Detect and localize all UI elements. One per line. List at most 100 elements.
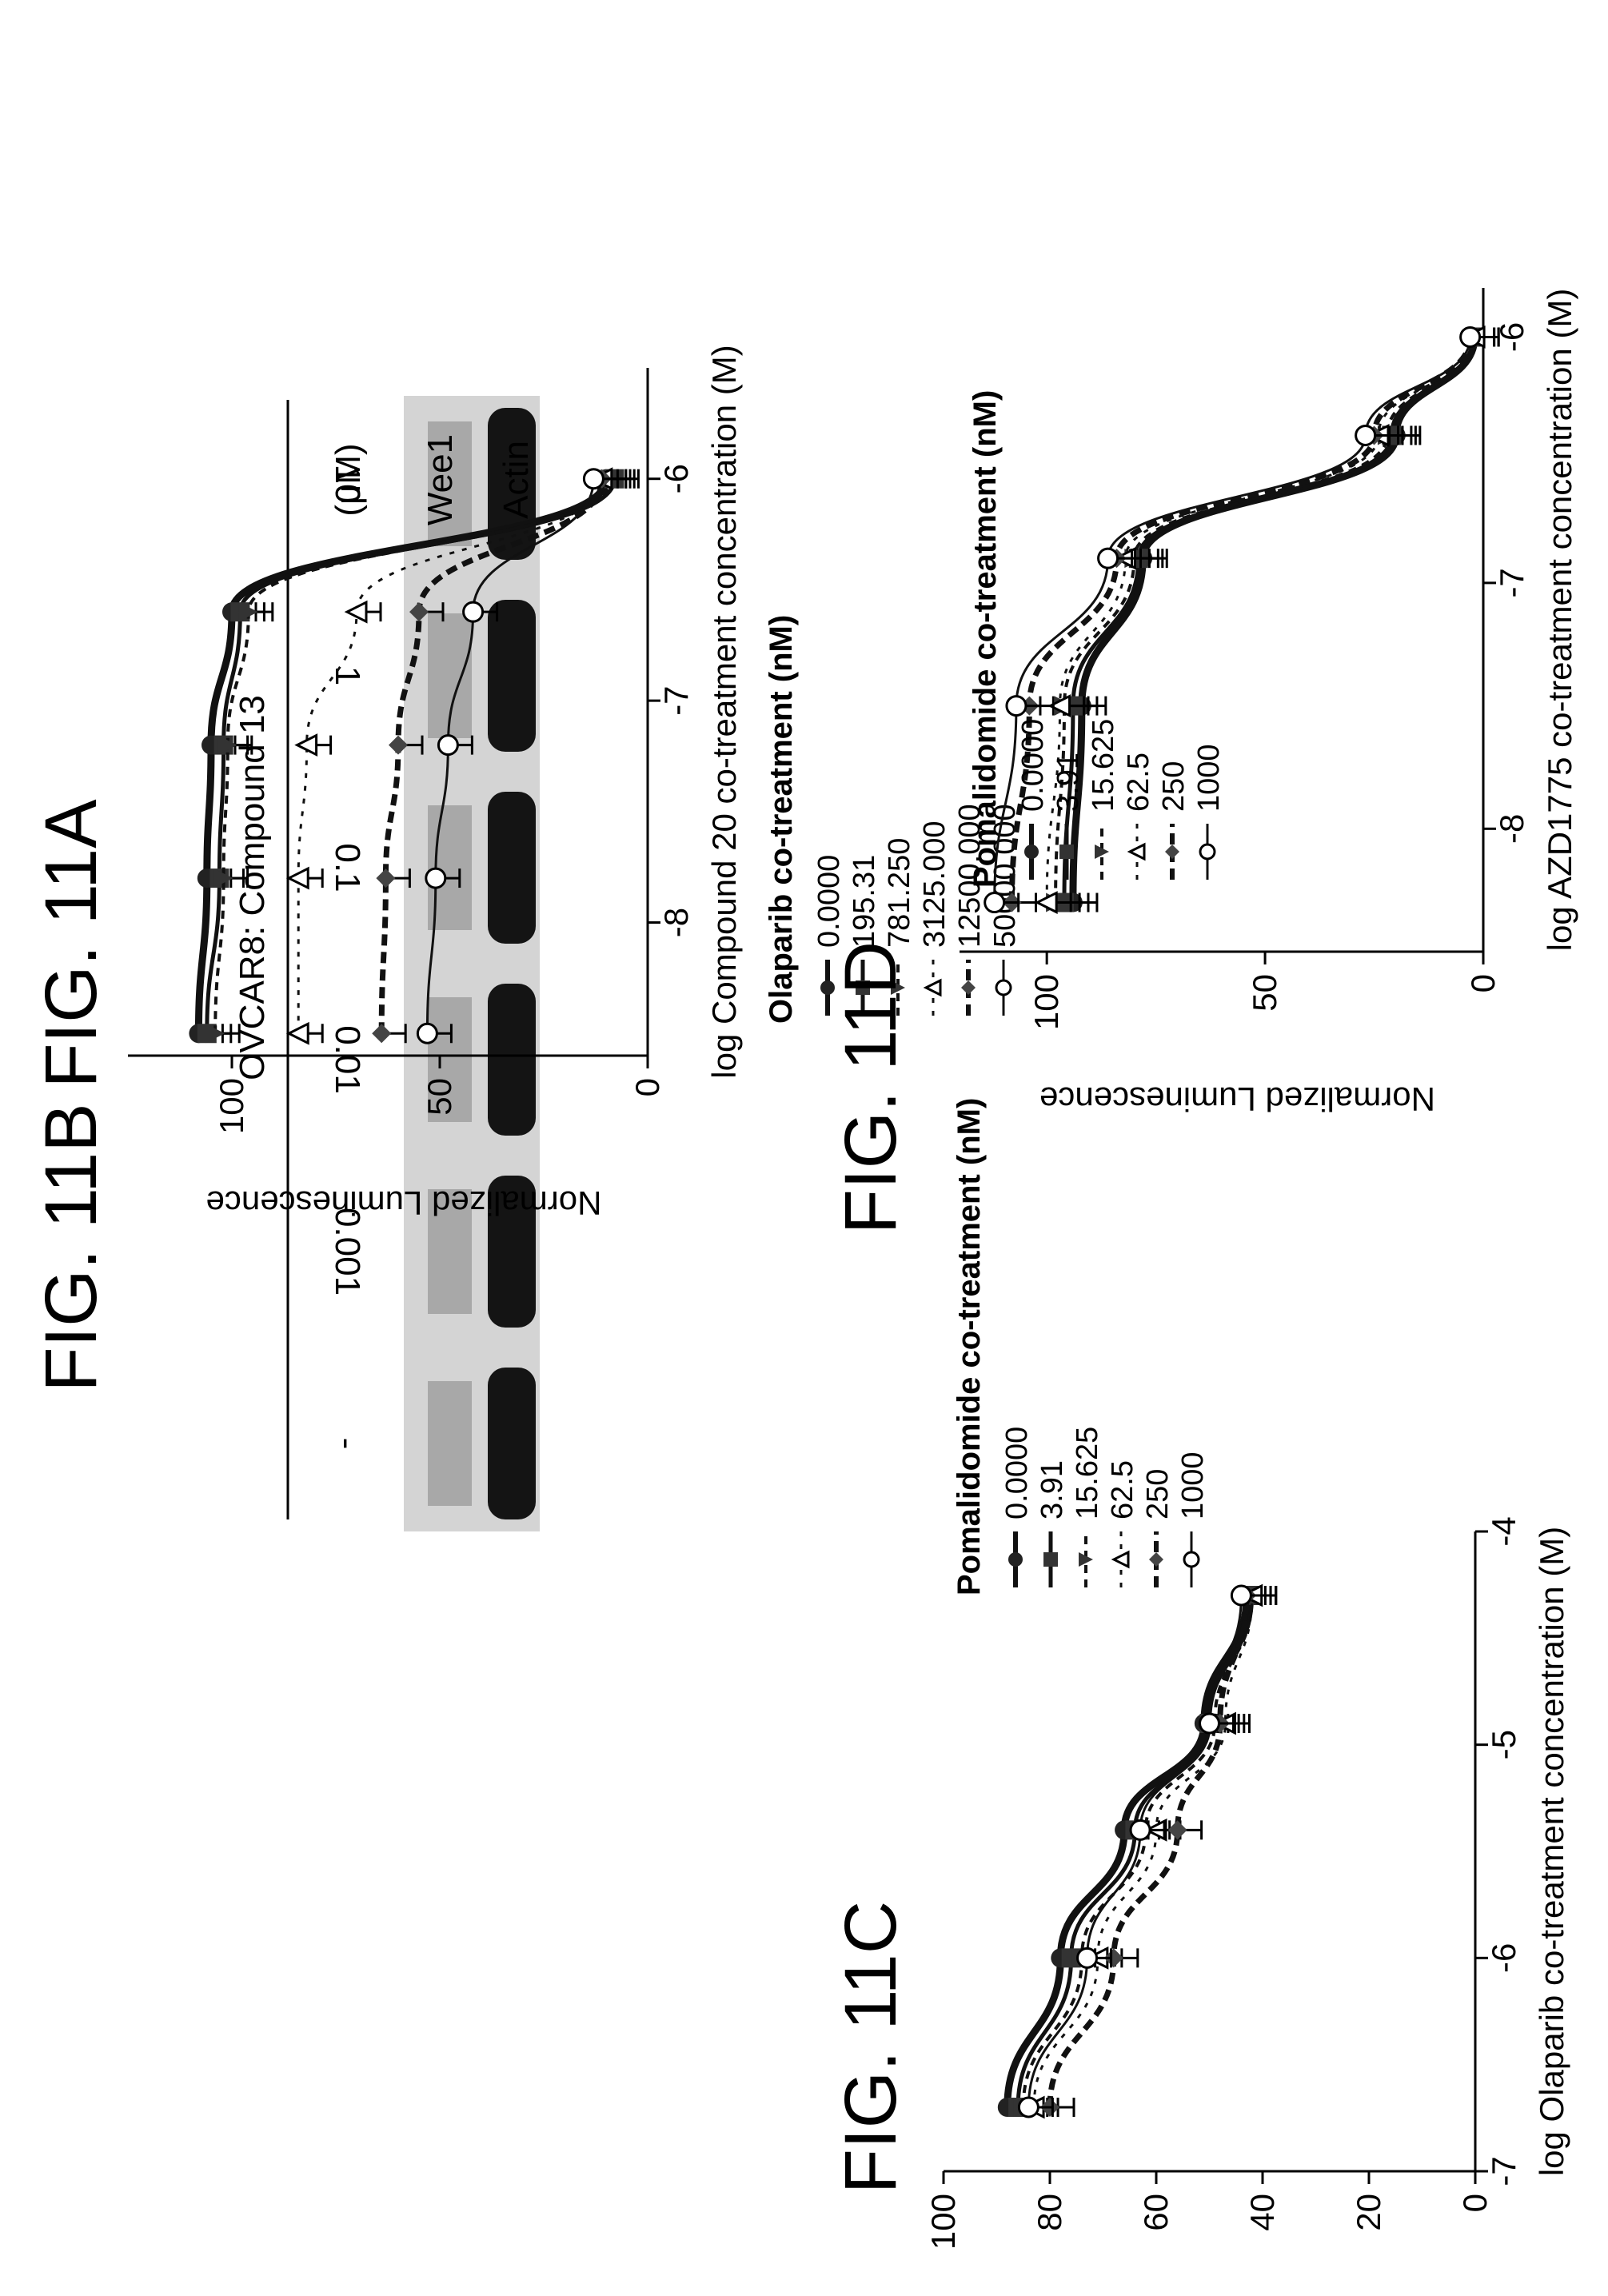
data-point xyxy=(1034,891,1058,914)
x-tick-label: -8 xyxy=(1493,814,1530,844)
figure-11a-title: FIG. 11A xyxy=(30,799,112,1088)
wee1-band xyxy=(428,1189,472,1314)
data-point xyxy=(205,1024,225,1044)
x-tick-label: -7 xyxy=(657,685,695,715)
figure-title: FIG. 11B xyxy=(30,1103,112,1392)
y-tick-label: 50 xyxy=(1246,974,1283,1012)
data-point xyxy=(984,892,1006,914)
data-point xyxy=(372,1024,392,1044)
series-line-0 xyxy=(1004,1595,1251,2108)
data-point xyxy=(437,734,459,757)
legend-marker-2 xyxy=(1079,1552,1093,1567)
legend-label-3: 62.5 xyxy=(1106,1460,1139,1519)
series-line-2 xyxy=(213,478,612,1034)
y-tick-label: 0 xyxy=(628,1078,666,1096)
lane-label-3: 0.1 xyxy=(328,843,367,892)
data-point xyxy=(285,866,309,890)
legend-marker-0 xyxy=(820,980,835,995)
legend-label-3: 3125.000 xyxy=(918,821,952,948)
legend-label-4: 250 xyxy=(1157,761,1191,812)
data-point xyxy=(1230,1584,1252,1607)
legend-label-2: 15.625 xyxy=(1087,719,1120,812)
legend-marker-1 xyxy=(1059,845,1074,859)
blot-background xyxy=(404,396,540,1531)
data-point xyxy=(462,601,485,623)
y-tick-label: 100 xyxy=(213,1078,250,1134)
y-axis-label: Normalized Luminescence xyxy=(206,1184,602,1222)
series-line-3 xyxy=(297,478,604,1034)
lane-labels: - 0.001 0.01 0.1 1 10 xyxy=(328,465,367,1450)
series-line-3 xyxy=(1045,337,1476,903)
legend-marker-0 xyxy=(1008,1552,1023,1567)
series-line-2 xyxy=(1054,337,1477,903)
legend-marker-0 xyxy=(1024,845,1039,859)
y-tick-label: 100 xyxy=(1027,974,1065,1030)
legend-label-1: 3.91 xyxy=(1035,1460,1069,1519)
actin-band xyxy=(488,1176,536,1328)
data-point xyxy=(1355,424,1377,446)
series-line-5 xyxy=(425,478,595,1034)
legend-marker-3 xyxy=(1111,1550,1130,1569)
series-line-0 xyxy=(1069,337,1478,903)
data-point xyxy=(1199,1712,1220,1735)
x-axis-label: log AZD1775 co-treatment concentration (… xyxy=(1541,289,1578,952)
figure-title: FIG. 11D xyxy=(830,941,912,1234)
legend-marker-4 xyxy=(1149,1552,1163,1567)
legend-marker-3 xyxy=(923,978,942,997)
data-point xyxy=(238,602,258,622)
actin-band xyxy=(488,984,536,1136)
data-point xyxy=(416,1022,438,1044)
data-point xyxy=(425,867,447,889)
data-point xyxy=(376,868,396,888)
data-point xyxy=(285,1021,309,1045)
series-line-1 xyxy=(205,478,616,1034)
x-axis-label: log Olaparib co-treatment concentration … xyxy=(1533,1527,1570,2176)
figure-11c: FIG. 11C -7 -6 -5 -4 0 20 40 60 80 100 log Olaparib… xyxy=(830,1098,1570,2250)
x-tick-label: -4 xyxy=(1485,1516,1522,1546)
x-tick-label: -6 xyxy=(1485,1943,1522,1973)
legend-marker-5 xyxy=(1183,1551,1200,1568)
band-label-actin: Actin xyxy=(497,441,536,519)
legend-label-0: 0.0000 xyxy=(1000,1427,1034,1519)
legend-label-4: 12500.000 xyxy=(953,804,987,948)
x-tick-label: -6 xyxy=(657,464,695,493)
x-tick-label: -7 xyxy=(1485,2156,1522,2186)
wee1-band xyxy=(428,1381,472,1506)
legend-label-0: 0.0000 xyxy=(1016,719,1050,812)
wee1-band xyxy=(428,997,472,1122)
lane-label-2: 0.01 xyxy=(328,1025,367,1094)
legend-marker-3 xyxy=(1127,842,1146,861)
data-point xyxy=(1129,1819,1151,1841)
y-tick-label: 0 xyxy=(1464,974,1502,992)
series-line-5 xyxy=(1027,1595,1243,2108)
legend-label-4: 250 xyxy=(1141,1469,1175,1519)
data-point xyxy=(582,468,604,490)
legend-label-5: 1000 xyxy=(1192,744,1226,812)
y-tick-label: 100 xyxy=(924,2194,962,2250)
data-point xyxy=(1017,2096,1039,2118)
data-point xyxy=(1167,1820,1187,1840)
series-line-4 xyxy=(378,478,605,1034)
y-tick-label: 0 xyxy=(1456,2194,1494,2212)
x-tick-label: -5 xyxy=(1485,1730,1522,1759)
data-point xyxy=(1005,695,1027,717)
legend-label-2: 15.625 xyxy=(1071,1427,1104,1519)
legend-title: Olaparib co-treatment (nM) xyxy=(764,615,799,1024)
x-tick-label: -7 xyxy=(1493,568,1530,597)
data-point xyxy=(1047,694,1071,718)
data-point xyxy=(1097,547,1119,569)
lane-label-1: 0.001 xyxy=(328,1208,367,1296)
x-tick-label: -8 xyxy=(657,908,695,937)
legend-marker-1 xyxy=(1043,1552,1058,1567)
legend-marker-5 xyxy=(1199,843,1216,861)
lane-label-0: - xyxy=(328,1438,367,1450)
legend-label-5: 1000 xyxy=(1176,1451,1210,1519)
band-label-wee1: Wee1 xyxy=(421,434,460,525)
blot-bands xyxy=(404,396,540,1531)
legend-marker-1 xyxy=(856,980,870,995)
legend-title: Pomalidomide co-treatment (nM) xyxy=(968,390,1003,888)
blot-header: OVCAR8: Compound 13 xyxy=(233,695,272,1080)
data-point xyxy=(217,735,237,755)
